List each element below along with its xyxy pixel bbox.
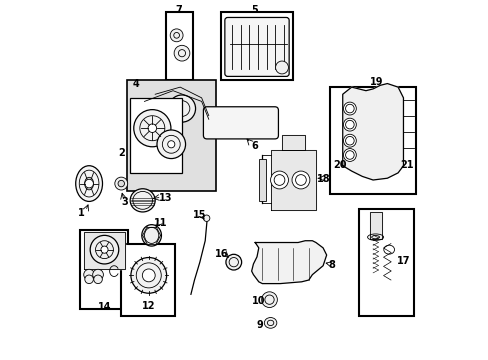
Circle shape bbox=[157, 130, 185, 158]
Circle shape bbox=[94, 275, 102, 284]
Bar bbox=[121, 244, 175, 316]
Circle shape bbox=[343, 118, 356, 131]
Circle shape bbox=[203, 215, 209, 221]
Ellipse shape bbox=[367, 234, 383, 240]
Circle shape bbox=[101, 246, 108, 253]
Text: 7: 7 bbox=[175, 5, 182, 15]
Text: 19: 19 bbox=[369, 77, 382, 87]
Text: 9: 9 bbox=[256, 320, 263, 330]
Bar bbox=[329, 87, 415, 194]
Text: 20: 20 bbox=[333, 160, 346, 170]
Text: 14: 14 bbox=[98, 302, 111, 312]
Circle shape bbox=[170, 29, 183, 42]
Bar bbox=[358, 208, 413, 316]
Circle shape bbox=[174, 45, 189, 61]
Text: 17: 17 bbox=[396, 256, 410, 266]
Circle shape bbox=[275, 61, 288, 74]
Polygon shape bbox=[342, 84, 403, 180]
Text: 10: 10 bbox=[252, 296, 265, 306]
Text: 6: 6 bbox=[251, 141, 258, 151]
Text: 5: 5 bbox=[251, 5, 257, 15]
Bar bbox=[221, 12, 292, 80]
Circle shape bbox=[343, 102, 356, 115]
Circle shape bbox=[131, 257, 166, 293]
Ellipse shape bbox=[84, 177, 93, 190]
Circle shape bbox=[118, 180, 124, 187]
Text: 1: 1 bbox=[78, 208, 84, 218]
Polygon shape bbox=[126, 80, 216, 191]
Circle shape bbox=[225, 254, 241, 270]
Circle shape bbox=[142, 269, 155, 282]
Circle shape bbox=[343, 149, 356, 161]
Text: 13: 13 bbox=[158, 193, 172, 203]
Circle shape bbox=[115, 177, 127, 190]
Bar bbox=[130, 98, 182, 173]
Circle shape bbox=[261, 292, 277, 307]
Circle shape bbox=[84, 179, 93, 188]
Circle shape bbox=[291, 171, 309, 189]
Text: 4: 4 bbox=[133, 78, 140, 89]
Ellipse shape bbox=[76, 166, 102, 202]
Circle shape bbox=[134, 110, 171, 147]
Text: 21: 21 bbox=[400, 160, 413, 170]
Circle shape bbox=[167, 141, 175, 148]
Text: 11: 11 bbox=[154, 218, 167, 228]
FancyBboxPatch shape bbox=[203, 107, 278, 139]
Ellipse shape bbox=[142, 225, 161, 246]
Circle shape bbox=[270, 171, 288, 189]
Ellipse shape bbox=[130, 189, 155, 212]
Circle shape bbox=[83, 269, 94, 280]
Bar bbox=[80, 230, 128, 309]
Circle shape bbox=[93, 269, 103, 280]
Ellipse shape bbox=[264, 318, 276, 328]
Text: 2: 2 bbox=[118, 148, 124, 158]
Text: 15: 15 bbox=[192, 210, 206, 220]
Circle shape bbox=[84, 275, 93, 284]
Text: 18: 18 bbox=[316, 174, 330, 184]
Text: 12: 12 bbox=[142, 301, 155, 311]
Text: 3: 3 bbox=[121, 197, 128, 207]
Circle shape bbox=[343, 134, 356, 147]
Circle shape bbox=[168, 95, 195, 122]
Circle shape bbox=[148, 124, 156, 132]
Polygon shape bbox=[251, 241, 326, 284]
Bar bbox=[165, 12, 192, 80]
Text: 8: 8 bbox=[328, 260, 335, 270]
Circle shape bbox=[90, 235, 119, 264]
FancyBboxPatch shape bbox=[224, 18, 288, 76]
Bar bbox=[258, 158, 265, 202]
Text: 16: 16 bbox=[214, 249, 227, 258]
